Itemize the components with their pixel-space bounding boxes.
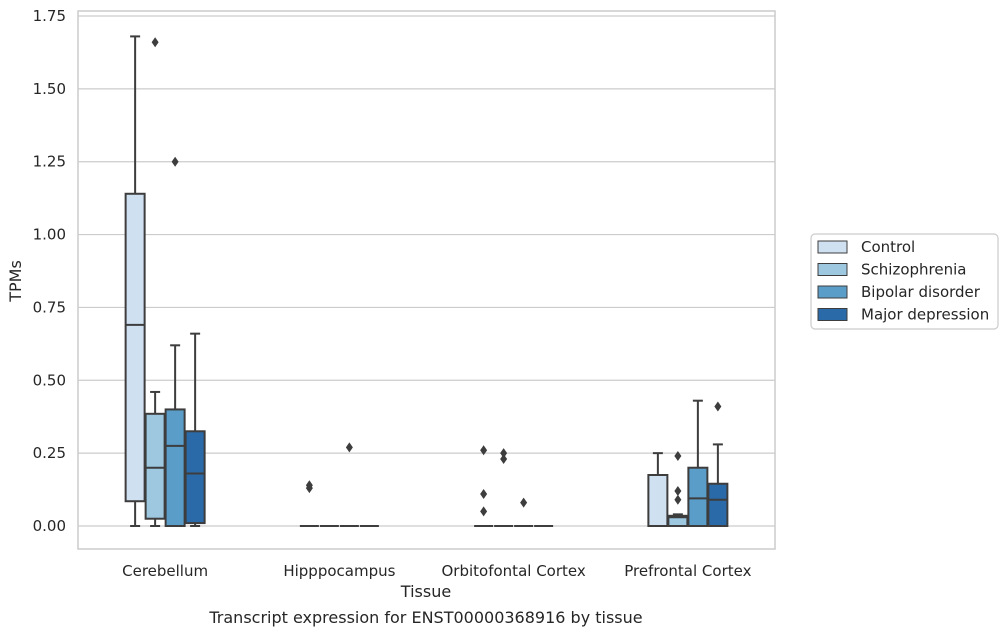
outlier-point xyxy=(714,401,722,412)
outlier-point xyxy=(480,445,488,456)
outlier-point xyxy=(151,37,159,48)
outlier-point xyxy=(674,486,682,497)
y-tick-labels: 0.00 0.25 0.50 0.75 1.00 1.25 1.50 1.75 xyxy=(33,7,66,535)
legend-label: Major depression xyxy=(861,306,989,324)
y-tick-label: 1.25 xyxy=(33,153,66,171)
outlier-point xyxy=(345,442,353,453)
legend-swatch xyxy=(817,240,848,254)
chart-title: Transcript expression for ENST0000036891… xyxy=(208,608,642,627)
outlier-point xyxy=(171,156,179,167)
outlier-point xyxy=(480,506,488,517)
y-axis-title: TPMs xyxy=(6,260,25,303)
legend-label: Schizophrenia xyxy=(861,261,966,279)
box-control xyxy=(299,480,319,527)
legend: Control Schizophrenia Bipolar disorder Majo… xyxy=(810,233,999,330)
box-body xyxy=(164,408,186,527)
box-bipolar-disorder xyxy=(687,399,709,528)
box-major-depression xyxy=(707,401,729,527)
y-tick-label: 0.75 xyxy=(33,298,66,316)
outlier-point xyxy=(500,453,508,464)
outlier-point xyxy=(480,488,488,499)
x-tick-label: Orbitofontal Cortex xyxy=(442,562,586,580)
box-bipolar-disorder xyxy=(164,156,186,527)
x-tick-labels: Cerebellum Hipppocampus Orbitofontal Corte… xyxy=(122,562,751,580)
box-bipolar-disorder xyxy=(514,497,534,527)
box-schizophrenia xyxy=(494,448,514,527)
x-tick-label: Prefrontal Cortex xyxy=(624,562,751,580)
plot-frame xyxy=(77,10,776,550)
x-tick-label: Cerebellum xyxy=(122,562,208,580)
box-bipolar-disorder xyxy=(339,442,359,527)
legend-frame xyxy=(810,233,999,330)
y-tick-label: 1.75 xyxy=(33,7,66,25)
box-body xyxy=(124,192,146,503)
y-tick-label: 1.50 xyxy=(33,80,66,98)
y-tick-label: 0.25 xyxy=(33,444,66,462)
legend-label: Control xyxy=(861,238,915,256)
boxes xyxy=(124,35,729,528)
box-schizophrenia xyxy=(144,37,166,527)
box-body xyxy=(687,466,709,528)
box-body xyxy=(144,412,166,520)
outlier-point xyxy=(674,494,682,505)
legend-swatch xyxy=(817,308,848,321)
box-body xyxy=(707,482,729,527)
box-schizophrenia xyxy=(667,451,689,527)
box-control xyxy=(474,445,494,527)
legend-swatch xyxy=(817,263,848,276)
outlier-point xyxy=(305,480,313,491)
box-control xyxy=(124,35,146,527)
x-tick-label: Hipppocampus xyxy=(283,562,395,580)
box-body xyxy=(647,474,669,527)
box-control xyxy=(647,452,669,527)
outlier-point xyxy=(500,448,508,459)
legend-swatch xyxy=(817,285,848,299)
legend-label: Bipolar disorder xyxy=(861,283,981,301)
y-tick-label: 1.00 xyxy=(33,226,66,244)
box-major-depression xyxy=(184,332,206,527)
y-tick-label: 0.50 xyxy=(33,371,66,389)
y-tick-label: 0.00 xyxy=(33,517,66,535)
x-axis-title: Tissue xyxy=(400,582,451,601)
box-body xyxy=(184,430,206,525)
outlier-point xyxy=(674,451,682,462)
outlier-point xyxy=(520,497,528,508)
